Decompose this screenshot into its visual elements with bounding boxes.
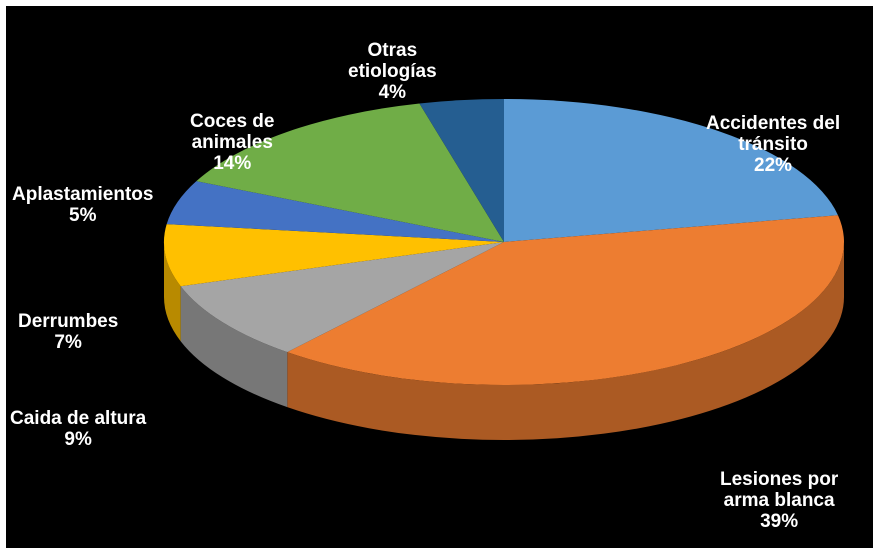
label-derrumbes: Derrumbes 7% bbox=[18, 311, 119, 353]
pie-top-faces bbox=[164, 99, 844, 385]
pie-slice-coces-de-animales bbox=[196, 103, 504, 242]
pie-side-derrumbes bbox=[164, 242, 181, 342]
pie-side-caida-de-altura bbox=[180, 286, 288, 408]
pie-slice-accidentes-del-transito bbox=[504, 99, 838, 242]
pie-slice-lesiones-por-arma-blanca bbox=[287, 215, 844, 385]
pie-slice-caida-de-altura bbox=[180, 242, 504, 353]
pie-chart bbox=[164, 99, 844, 440]
label-coces-de-animales: Coces de animales 14% bbox=[190, 111, 275, 174]
label-accidentes-del-transito: Accidentes del tránsito 22% bbox=[706, 113, 841, 176]
pie-side-walls bbox=[164, 242, 844, 440]
label-lesiones-por-arma-blanca: Lesiones por arma blanca 39% bbox=[720, 469, 839, 532]
chart-frame: Accidentes del tránsito 22% Lesiones por… bbox=[6, 6, 873, 548]
pie-side-lesiones-por-arma-blanca bbox=[287, 242, 844, 440]
label-aplastamientos: Aplastamientos 5% bbox=[12, 184, 154, 226]
label-caida-de-altura: Caida de altura 9% bbox=[10, 408, 147, 450]
label-otras-etiologias: Otras etiologías 4% bbox=[348, 40, 437, 103]
pie-slice-aplastamientos bbox=[166, 181, 504, 242]
pie-slice-derrumbes bbox=[164, 224, 504, 287]
pie-slice-otras-etiologias bbox=[419, 99, 504, 242]
